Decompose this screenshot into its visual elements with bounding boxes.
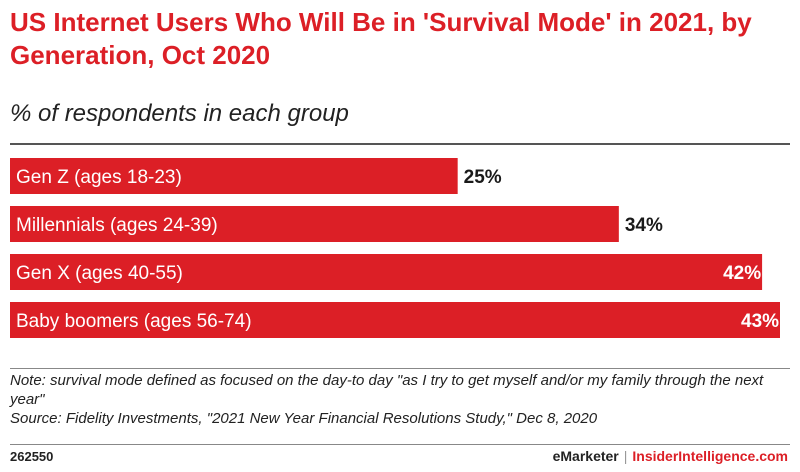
- bar-row: Gen X (ages 40-55) 42%: [10, 254, 763, 290]
- brand-separator: |: [623, 448, 628, 464]
- value-label: 42%: [723, 263, 761, 284]
- note-block: Note: survival mode defined as focused o…: [10, 371, 790, 428]
- source-text: Source: Fidelity Investments, "2021 New …: [10, 410, 598, 427]
- value-label: 43%: [741, 311, 779, 332]
- emarketer-brand: eMarketer: [552, 448, 619, 464]
- category-label: Gen Z (ages 18-23): [16, 167, 182, 188]
- chart-title: US Internet Users Who Will Be in 'Surviv…: [10, 7, 752, 70]
- bar-chart: Gen Z (ages 18-23) 25% Millennials (ages 2…: [10, 158, 780, 338]
- bar: [10, 302, 780, 338]
- brand-footer: eMarketer | InsiderIntelligence.com: [553, 448, 788, 464]
- note-divider: [10, 368, 790, 369]
- bar: [10, 206, 619, 242]
- category-label: Baby boomers (ages 56-74): [16, 311, 252, 332]
- category-label: Gen X (ages 40-55): [16, 263, 183, 284]
- value-label: 34%: [625, 215, 663, 236]
- bar: [10, 254, 763, 290]
- category-label: Millennials (ages 24-39): [16, 215, 218, 236]
- insider-intelligence-link[interactable]: InsiderIntelligence.com: [632, 448, 788, 464]
- value-label: 25%: [464, 167, 502, 188]
- chart-id: 262550: [10, 449, 54, 464]
- bar: [10, 158, 458, 194]
- top-divider: [10, 143, 790, 145]
- chart-subtitle: % of respondents in each group: [10, 100, 349, 127]
- bar-row: Baby boomers (ages 56-74) 43%: [10, 302, 780, 338]
- note-text: Note: survival mode defined as focused o…: [10, 372, 764, 408]
- bar-row: Gen Z (ages 18-23) 25%: [10, 158, 502, 194]
- bar-row: Millennials (ages 24-39) 34%: [10, 206, 663, 242]
- footer-divider: [10, 444, 790, 445]
